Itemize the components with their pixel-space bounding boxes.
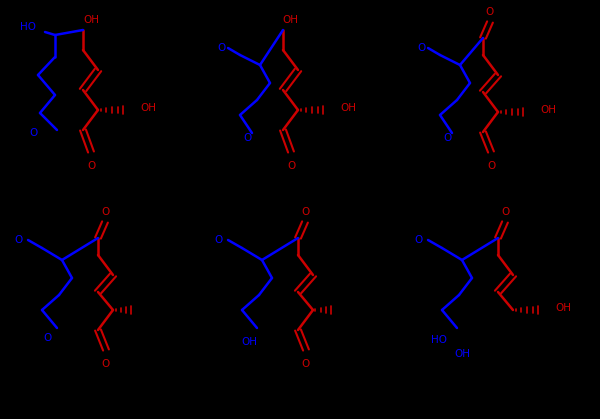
Text: OH: OH [241,337,257,347]
Text: O: O [287,161,295,171]
Text: O: O [415,235,423,245]
Text: O: O [87,161,95,171]
Text: O: O [101,207,109,217]
Text: O: O [30,128,38,138]
Text: OH: OH [83,15,99,25]
Text: O: O [15,235,23,245]
Text: O: O [443,133,451,143]
Text: O: O [243,133,251,143]
Text: OH: OH [555,303,571,313]
Text: O: O [487,161,495,171]
Text: O: O [302,359,310,369]
Text: O: O [486,7,494,17]
Text: O: O [501,207,509,217]
Text: O: O [102,359,110,369]
Text: OH: OH [140,103,156,113]
Text: OH: OH [340,103,356,113]
Text: OH: OH [540,105,556,115]
Text: O: O [218,43,226,53]
Text: O: O [43,333,51,343]
Text: HO: HO [431,335,447,345]
Text: O: O [215,235,223,245]
Text: HO: HO [20,22,36,32]
Text: O: O [301,207,309,217]
Text: OH: OH [282,15,298,25]
Text: OH: OH [454,349,470,359]
Text: O: O [418,43,426,53]
